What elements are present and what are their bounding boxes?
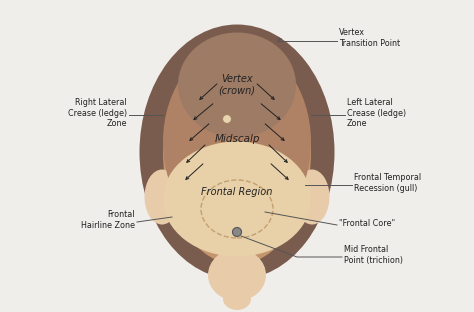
Ellipse shape [294, 169, 329, 225]
Text: "Frontal Core": "Frontal Core" [339, 220, 395, 228]
Circle shape [222, 115, 231, 124]
Ellipse shape [178, 32, 296, 138]
Text: Midscalp: Midscalp [214, 134, 260, 144]
Text: Vertex
(crown): Vertex (crown) [219, 74, 255, 96]
Circle shape [233, 227, 241, 236]
Text: Left Lateral
Crease (ledge)
Zone: Left Lateral Crease (ledge) Zone [347, 98, 406, 128]
Ellipse shape [139, 25, 335, 280]
Text: Mid Frontal
Point (trichion): Mid Frontal Point (trichion) [344, 245, 403, 265]
Ellipse shape [208, 249, 266, 301]
Ellipse shape [163, 45, 311, 240]
Text: Right Lateral
Crease (ledge)
Zone: Right Lateral Crease (ledge) Zone [68, 98, 127, 128]
Text: Frontal Region: Frontal Region [201, 187, 273, 197]
Ellipse shape [163, 40, 311, 265]
Text: Vertex
Transition Point: Vertex Transition Point [339, 28, 400, 48]
Ellipse shape [145, 169, 180, 225]
Ellipse shape [223, 288, 251, 310]
Ellipse shape [163, 142, 311, 256]
Text: Frontal
Hairline Zone: Frontal Hairline Zone [81, 210, 135, 230]
Text: Frontal Temporal
Recession (gull): Frontal Temporal Recession (gull) [354, 173, 421, 193]
